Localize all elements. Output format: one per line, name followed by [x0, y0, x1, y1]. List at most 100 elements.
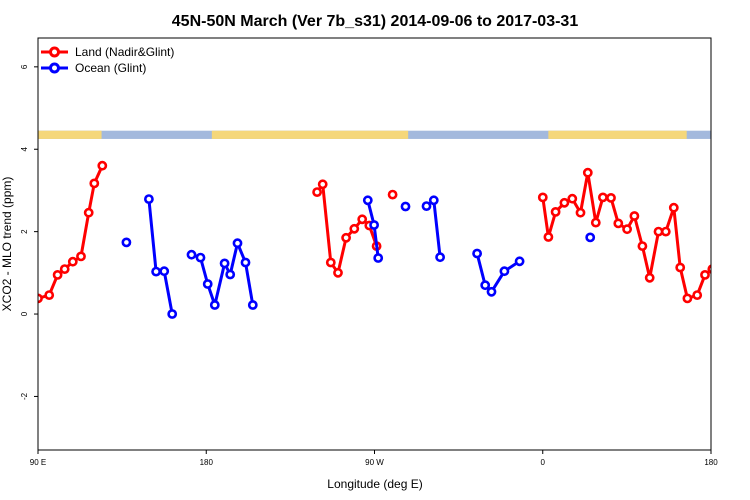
series-1-line-1 [147, 198, 174, 315]
y-tick-label-3: 4 [20, 146, 29, 151]
series-1-point-2-1 [195, 252, 206, 263]
series-0-point-3-13 [637, 241, 648, 251]
series-1-point-8-0 [721, 239, 728, 246]
series-0-point-3-7 [590, 217, 601, 228]
series-0-point-3-16 [660, 226, 671, 237]
series-0-point-3-14 [644, 272, 655, 283]
x-tick-label-4: 180 [704, 458, 718, 467]
series-layer [38, 160, 750, 319]
series-0-point-0-5 [76, 251, 86, 262]
land-ocean-strip [38, 130, 711, 139]
series-1-point-1-3 [167, 309, 178, 319]
series-1-line-2 [191, 241, 255, 307]
series-0-point-1-0 [312, 187, 322, 197]
x-tick-label-2: 90 W [365, 458, 384, 467]
series-0-point-0-8 [97, 160, 108, 171]
series-1-point-1-2 [159, 266, 170, 277]
series-1-point-6-1 [480, 280, 491, 291]
x-tick-label-1: 180 [200, 458, 214, 467]
series-0-point-3-9 [606, 192, 616, 203]
series-0-point-3-8 [598, 192, 608, 203]
series-0-point-3-4 [567, 193, 578, 204]
series-1-point-2-3 [209, 300, 220, 310]
series-0-point-1-1 [317, 179, 328, 190]
series-0-point-3-5 [575, 207, 586, 218]
series-1-point-5-2 [435, 252, 445, 263]
series-0-point-3-11 [622, 224, 632, 235]
strip-land-2 [548, 130, 687, 139]
series-0-point-3-24 [725, 253, 732, 260]
series-0-point-1-5 [349, 223, 360, 234]
series-0-point-3-18 [675, 262, 686, 273]
strip-land-0 [38, 130, 102, 139]
series-1-point-2-5 [225, 269, 236, 280]
series-1-point-2-2 [202, 279, 213, 289]
series-0-point-3-6 [582, 167, 593, 178]
series-0-point-2-0 [387, 189, 398, 200]
series-1-point-6-2 [486, 286, 497, 297]
series-1-point-2-6 [232, 238, 243, 249]
series-0-point-1-4 [341, 232, 351, 243]
series-0-point-1-3 [333, 267, 343, 278]
series-1-point-6-3 [499, 266, 510, 277]
legend-marker-land [49, 46, 60, 58]
legend-label-ocean: Ocean (Glint) [75, 61, 146, 75]
series-1-point-3-2 [373, 253, 384, 263]
legend-entry-land: Land (Nadir&Glint) [41, 45, 174, 59]
series-0-point-3-10 [613, 218, 624, 229]
series-0-point-3-26 [738, 180, 745, 187]
chart-title: 45N-50N March (Ver 7b_s31) 2014-09-06 to… [172, 13, 579, 30]
series-1-point-0-0 [121, 237, 132, 248]
x-tick-label-0: 90 E [30, 458, 46, 467]
series-0-point-3-12 [629, 211, 640, 221]
series-0-point-1-2 [325, 257, 336, 268]
series-0-point-3-25 [733, 209, 740, 216]
series-1-point-4-0 [400, 201, 411, 212]
series-0-point-3-3 [559, 197, 570, 208]
series-0-point-0-6 [83, 207, 94, 218]
x-axis-ticks: 90 E 180 90 W 0 180 [30, 450, 718, 467]
series-1-point-3-0 [362, 195, 373, 206]
series-1-point-6-4 [514, 256, 525, 267]
legend-label-land: Land (Nadir&Glint) [75, 45, 174, 59]
series-0-point-0-4 [67, 256, 78, 267]
strip-land-1 [211, 130, 409, 139]
legend-entry-ocean: Ocean (Glint) [41, 61, 146, 75]
series-1 [121, 194, 750, 319]
series-0-point-3-2 [550, 206, 561, 217]
series-1-point-7-0 [585, 232, 596, 243]
series-1-point-1-1 [151, 266, 161, 277]
y-tick-label-4: 6 [20, 64, 29, 69]
series-0-point-0-2 [52, 269, 63, 280]
series-1-point-9-0 [744, 196, 750, 203]
series-1-point-2-0 [186, 249, 197, 260]
y-axis-ticks: -2 0 2 4 6 [20, 64, 38, 400]
series-0-point-0-1 [44, 290, 55, 300]
y-tick-label-2: 2 [20, 229, 29, 234]
series-1-point-3-1 [369, 220, 379, 230]
series-1-point-2-8 [247, 300, 258, 310]
y-tick-label-1: 0 [20, 311, 29, 316]
y-tick-label-0: -2 [20, 392, 29, 400]
legend: Land (Nadir&Glint) Ocean (Glint) [41, 45, 174, 75]
x-tick-label-3: 0 [541, 458, 546, 467]
series-1-point-1-0 [143, 194, 154, 204]
series-0-point-0-3 [59, 264, 70, 274]
series-0-point-3-19 [682, 293, 693, 304]
series-1-point-5-0 [421, 201, 432, 211]
series-0-point-3-22 [707, 264, 711, 274]
series-0-point-0-7 [89, 178, 100, 189]
series-0-point-3-17 [668, 202, 679, 213]
series-1-point-2-7 [240, 257, 251, 268]
series-0-line-3 [541, 171, 711, 300]
y-axis-label: XCO2 - MLO trend (ppm) [0, 177, 14, 312]
series-0-point-3-21 [700, 269, 710, 280]
series-0-point-3-1 [543, 232, 554, 242]
series-1-point-6-0 [472, 248, 482, 259]
legend-marker-ocean [49, 62, 60, 74]
series-0-point-3-20 [692, 290, 703, 300]
series-1-point-2-4 [219, 258, 230, 269]
series-0-point-1-6 [357, 214, 368, 225]
series-0 [38, 160, 745, 304]
